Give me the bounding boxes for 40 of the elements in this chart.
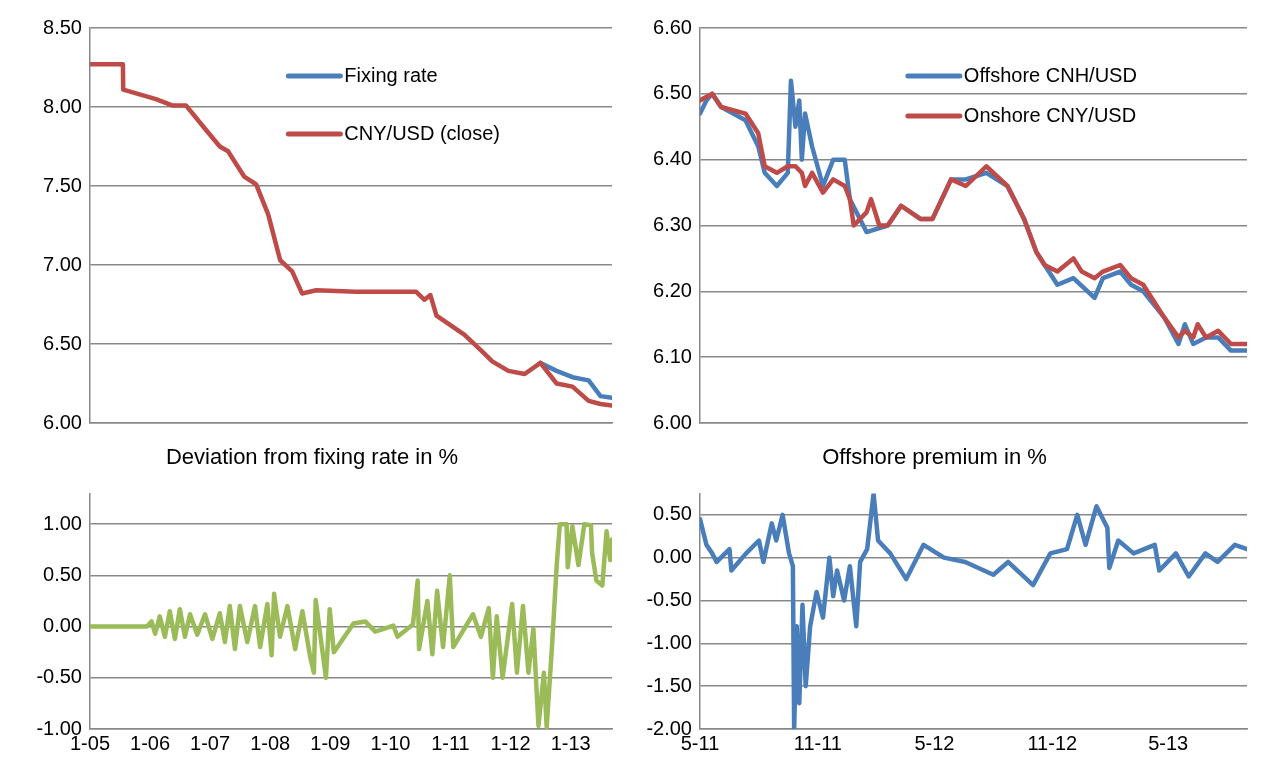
legend-label: CNY/USD (close) — [344, 121, 500, 144]
y-tick-label: 6.30 — [653, 213, 692, 236]
x-tick-label: 11-11 — [793, 731, 842, 754]
legend-label: Fixing rate — [344, 63, 438, 86]
legend-label: Onshore CNY/USD — [963, 103, 1137, 126]
y-tick-label: 0.50 — [653, 502, 692, 525]
y-tick-label: 0.00 — [653, 545, 692, 568]
x-tick-label: 5-12 — [914, 731, 955, 754]
y-tick-label: 6.50 — [653, 81, 692, 104]
y-tick-label: -0.50 — [646, 588, 692, 611]
x-tick-label: 1-06 — [130, 731, 171, 754]
x-tick-label: 1-12 — [490, 731, 531, 754]
y-tick-label: 0.00 — [43, 614, 82, 637]
y-tick-label: 6.00 — [43, 410, 82, 433]
y-tick-label: -1.00 — [646, 630, 692, 653]
x-tick-label: 1-10 — [370, 731, 411, 754]
y-tick-label: 6.50 — [43, 331, 82, 354]
x-tick-label: 5-13 — [1148, 731, 1189, 754]
x-tick-label: 1-08 — [250, 731, 291, 754]
chart-title: Offshore premium in % — [822, 444, 1047, 470]
y-tick-label: 7.00 — [43, 252, 82, 275]
x-tick-label: 1-07 — [190, 731, 231, 754]
y-tick-label: 0.50 — [43, 562, 82, 585]
y-tick-label: 7.50 — [43, 173, 82, 196]
y-tick-label: 1.00 — [43, 511, 82, 534]
x-tick-label: 1-11 — [431, 731, 470, 754]
x-tick-label: 1-13 — [550, 731, 591, 754]
x-tick-label: 11-12 — [1027, 731, 1078, 754]
y-tick-label: 6.40 — [653, 147, 692, 170]
y-tick-label: 8.00 — [43, 94, 82, 117]
y-tick-label: -0.50 — [36, 665, 82, 688]
y-tick-label: 8.50 — [43, 15, 82, 38]
legend-label: Offshore CNH/USD — [963, 63, 1137, 86]
y-tick-label: 6.20 — [653, 278, 692, 301]
y-tick-label: 6.60 — [653, 15, 692, 38]
x-tick-label: 1-09 — [310, 731, 351, 754]
chart-title: Deviation from fixing rate in % — [165, 444, 459, 470]
y-tick-label: 6.10 — [653, 344, 692, 367]
y-tick-label: 6.00 — [653, 410, 692, 433]
y-tick-label: -1.50 — [646, 673, 692, 696]
